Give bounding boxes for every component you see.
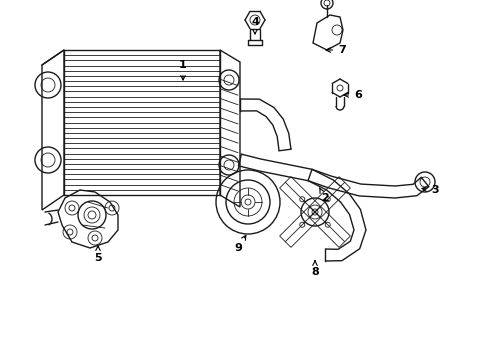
- Text: 2: 2: [319, 188, 329, 203]
- Text: 3: 3: [422, 185, 439, 195]
- Text: 5: 5: [94, 246, 102, 263]
- Text: 9: 9: [234, 235, 246, 253]
- Text: 1: 1: [179, 60, 187, 80]
- Text: 6: 6: [344, 90, 362, 100]
- Text: 7: 7: [326, 45, 346, 55]
- Text: 4: 4: [251, 17, 259, 34]
- Text: 8: 8: [311, 261, 319, 277]
